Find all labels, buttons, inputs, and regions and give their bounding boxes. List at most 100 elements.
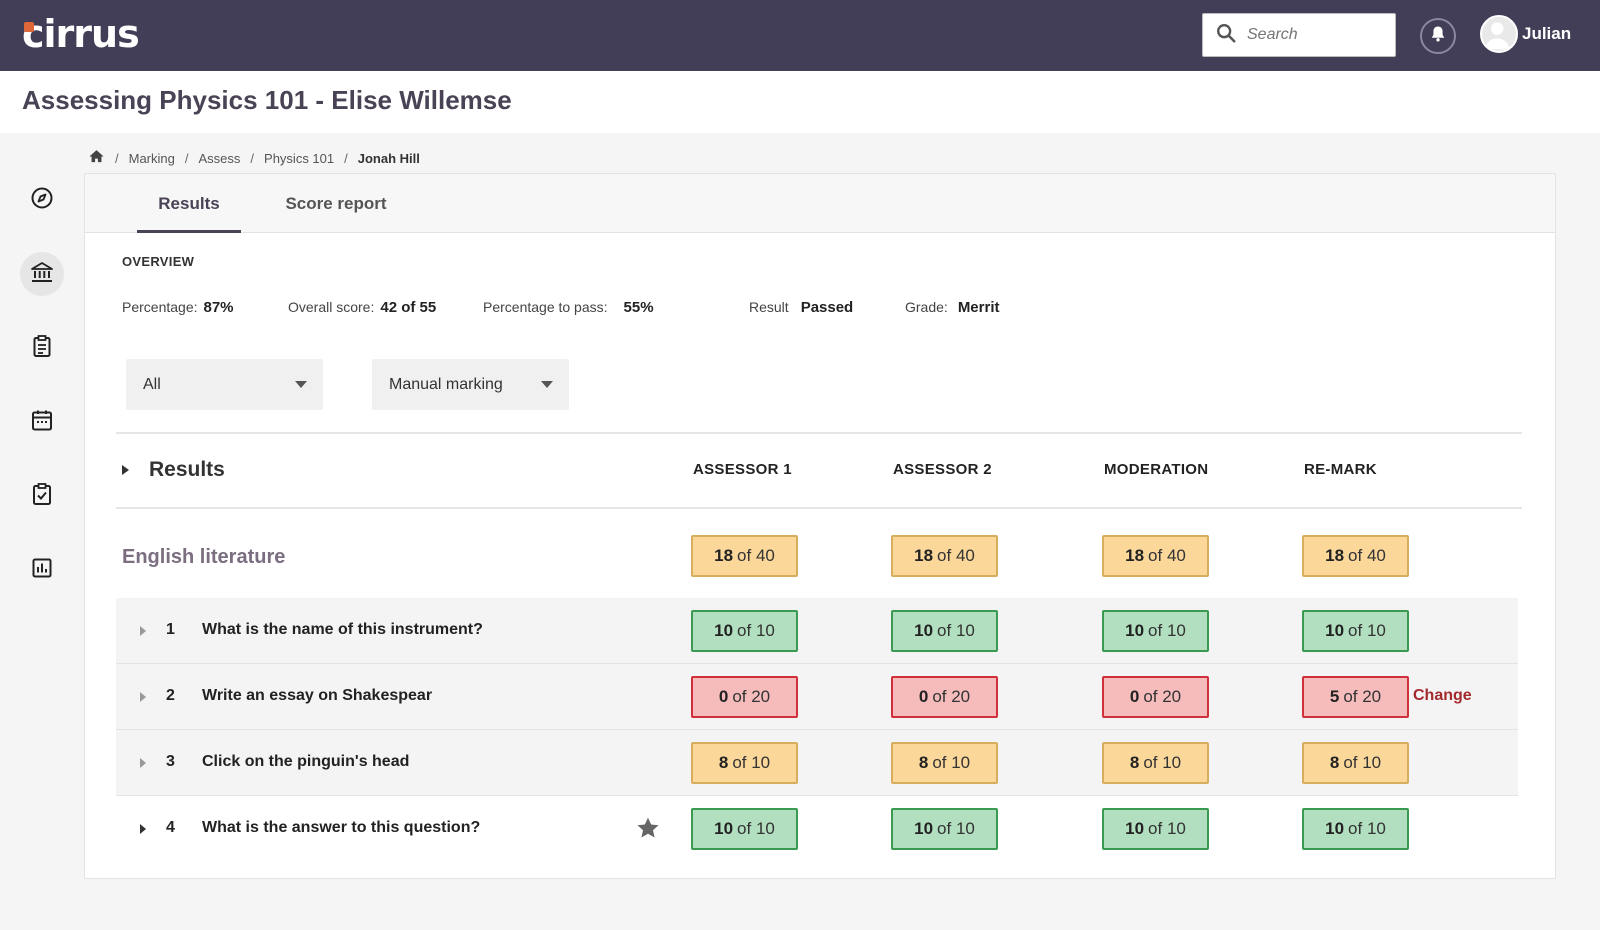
sidebar-item-institution[interactable]	[20, 252, 64, 296]
caret-right-icon	[122, 465, 129, 475]
overview-grade: Grade: Merrit	[905, 299, 1000, 316]
search-input[interactable]	[1247, 26, 1387, 44]
results-heading: Results	[149, 458, 225, 481]
overview-overall-score: Overall score: 42 of 55	[288, 299, 436, 316]
breadcrumb-current: Jonah Hill	[357, 150, 420, 166]
tab-results[interactable]: Results	[137, 174, 241, 233]
home-icon[interactable]	[88, 148, 105, 168]
search-icon	[1215, 22, 1237, 49]
pass-percentage-label: Percentage to pass:	[483, 299, 608, 315]
question-number: 1	[166, 621, 175, 638]
table-row[interactable]: 4 What is the answer to this question? 1…	[116, 796, 1518, 862]
score-badge[interactable]: 18 of 40	[1302, 535, 1409, 577]
cirrus-logo[interactable]: cirrus	[22, 12, 140, 56]
overall-score-label: Overall score:	[288, 299, 375, 315]
bell-icon	[1428, 24, 1448, 49]
star-icon[interactable]	[635, 815, 661, 841]
percentage-value: 87%	[203, 299, 234, 316]
notifications-button[interactable]	[1420, 18, 1456, 54]
results-card: Results Score report OVERVIEW Percentage…	[84, 173, 1556, 879]
pass-percentage-value: 55%	[623, 299, 654, 316]
overview-percentage: Percentage: 87%	[122, 299, 234, 316]
breadcrumb-physics-101[interactable]: Physics 101	[264, 150, 335, 166]
score-badge[interactable]: 8 of 10	[1102, 742, 1209, 784]
question-number: 3	[166, 753, 175, 770]
score-badge[interactable]: 0 of 20	[891, 676, 998, 718]
page-title: Assessing Physics 101 - Elise Willemse	[22, 85, 512, 115]
logo-text: cirrus	[22, 12, 140, 56]
score-badge[interactable]: 8 of 10	[691, 742, 798, 784]
sidebar-item-calendar[interactable]	[20, 400, 64, 444]
filter-marking-value: Manual marking	[389, 375, 503, 393]
column-re-mark: RE-MARK	[1304, 461, 1377, 478]
question-number: 2	[166, 687, 175, 704]
column-moderation: MODERATION	[1104, 461, 1209, 478]
score-badge[interactable]: 10 of 10	[1102, 610, 1209, 652]
sidebar-item-tasks[interactable]	[20, 474, 64, 518]
score-badge[interactable]: 10 of 10	[1302, 808, 1409, 850]
overview-pass-percentage: Percentage to pass: 55%	[483, 299, 654, 316]
search-box[interactable]	[1202, 13, 1396, 57]
clipboard-icon	[30, 334, 54, 363]
expand-row-icon[interactable]	[140, 692, 146, 702]
breadcrumb-assess[interactable]: Assess	[198, 150, 241, 166]
score-badge[interactable]: 10 of 10	[891, 808, 998, 850]
sidebar-item-clipboard[interactable]	[20, 326, 64, 370]
sidebar-item-explore[interactable]	[20, 178, 64, 222]
user-menu[interactable]: Julian	[1480, 15, 1571, 53]
expand-row-icon[interactable]	[140, 758, 146, 768]
change-link[interactable]: Change	[1413, 687, 1472, 704]
breadcrumb: / Marking / Assess / Physics 101 / Jonah…	[88, 148, 420, 168]
calendar-icon	[30, 408, 54, 437]
filter-dropdown-marking[interactable]: Manual marking	[372, 359, 569, 410]
breadcrumb-marking[interactable]: Marking	[128, 150, 175, 166]
result-value: Passed	[800, 299, 854, 316]
breadcrumb-separator: /	[344, 150, 348, 166]
score-badge[interactable]: 10 of 10	[691, 808, 798, 850]
bar-chart-icon	[30, 556, 54, 585]
score-badge[interactable]: 10 of 10	[691, 610, 798, 652]
table-row[interactable]: 1 What is the name of this instrument? 1…	[116, 598, 1518, 664]
results-toggle[interactable]: Results	[122, 458, 225, 482]
logo-mark-icon	[24, 22, 34, 32]
expand-row-icon[interactable]	[140, 626, 146, 636]
overview-heading: OVERVIEW	[122, 254, 195, 269]
question-number: 4	[166, 819, 175, 836]
question-text: What is the name of this instrument?	[202, 621, 483, 638]
avatar	[1480, 15, 1518, 53]
score-badge[interactable]: 8 of 10	[891, 742, 998, 784]
score-badge[interactable]: 18 of 40	[1102, 535, 1209, 577]
score-badge[interactable]: 10 of 10	[1302, 610, 1409, 652]
divider	[116, 507, 1522, 509]
institution-icon	[30, 260, 54, 289]
top-bar: cirrus Julian	[0, 0, 1600, 71]
score-badge[interactable]: 8 of 10	[1302, 742, 1409, 784]
score-badge[interactable]: 10 of 10	[1102, 808, 1209, 850]
percentage-label: Percentage:	[122, 299, 198, 315]
column-assessor-1: ASSESSOR 1	[693, 461, 792, 478]
tab-score-report[interactable]: Score report	[285, 194, 387, 213]
breadcrumb-separator: /	[250, 150, 255, 166]
filter-all-value: All	[143, 375, 161, 393]
filter-dropdown-all[interactable]: All	[126, 359, 323, 410]
overview-result: Result Passed	[749, 299, 853, 316]
expand-row-icon[interactable]	[140, 824, 146, 834]
score-badge[interactable]: 5 of 20	[1302, 676, 1409, 718]
chevron-down-icon	[295, 381, 307, 388]
section-title: English literature	[122, 546, 286, 568]
compass-icon	[30, 186, 54, 215]
score-badge[interactable]: 0 of 20	[1102, 676, 1209, 718]
score-badge[interactable]: 10 of 10	[891, 610, 998, 652]
score-badge[interactable]: 18 of 40	[891, 535, 998, 577]
checklist-icon	[30, 482, 54, 511]
score-badge[interactable]: 0 of 20	[691, 676, 798, 718]
page-header: Assessing Physics 101 - Elise Willemse	[0, 71, 1600, 133]
table-row[interactable]: 3 Click on the pinguin's head 8 of 10 8 of…	[116, 730, 1518, 796]
score-badge[interactable]: 18 of 40	[691, 535, 798, 577]
breadcrumb-separator: /	[184, 150, 189, 166]
grade-label: Grade:	[905, 299, 948, 315]
sidebar-item-reports[interactable]	[20, 548, 64, 592]
result-label: Result	[749, 299, 789, 315]
question-text: Click on the pinguin's head	[202, 753, 410, 770]
